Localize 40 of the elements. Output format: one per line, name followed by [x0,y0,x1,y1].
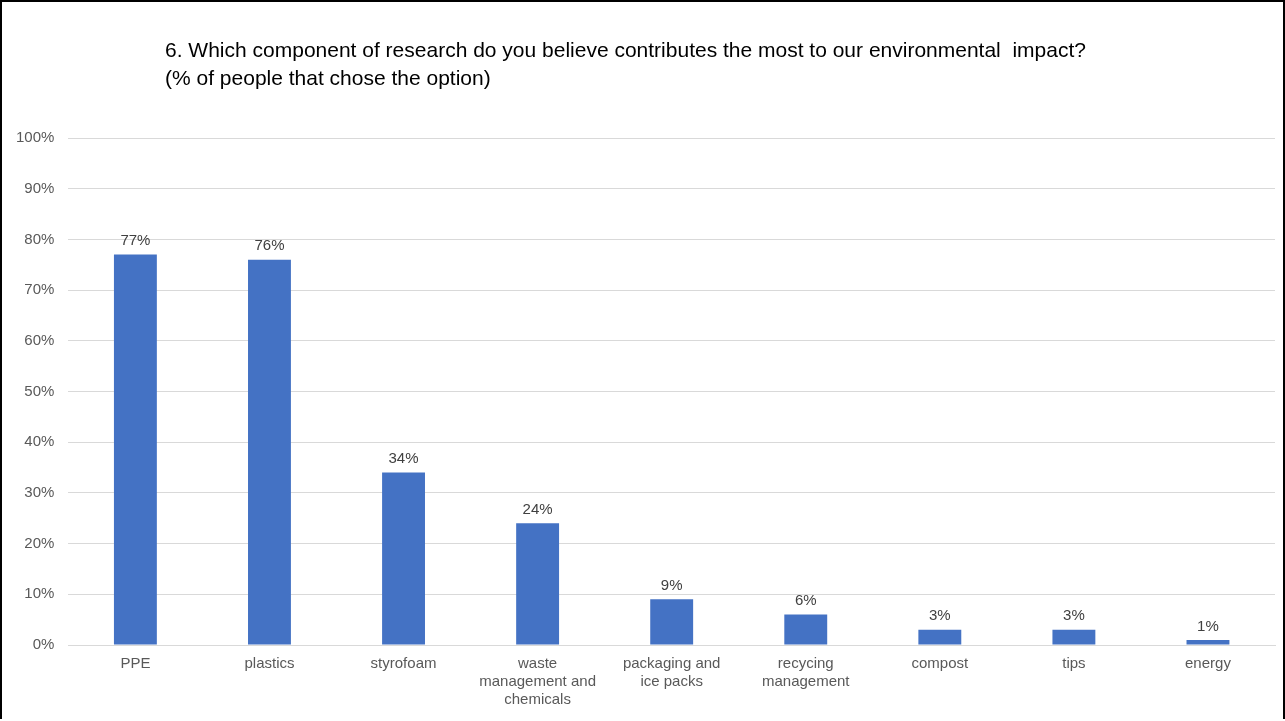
data-label: 3% [1063,606,1085,624]
data-label: 76% [254,236,285,254]
x-tick-label: recycing management [761,654,851,690]
y-tick-label: 80% [24,229,55,247]
y-tick-label: 40% [24,432,55,450]
y-tick-label: 10% [24,584,55,602]
y-tick-label: 30% [24,483,55,501]
data-label: 24% [522,499,553,517]
x-tick-label: packaging and ice packs [622,654,721,690]
data-label: 77% [120,231,151,249]
x-tick-label: styrofoam [370,654,437,672]
y-tick-label: 50% [24,381,55,399]
bar [248,259,291,645]
y-tick-label: 70% [24,280,55,298]
data-label: 3% [928,606,951,624]
bar [784,614,828,645]
data-label: 34% [388,449,419,467]
bar [1052,629,1096,645]
y-tick-label: 20% [24,533,55,551]
y-tick-label: 90% [24,178,55,196]
x-tick-label: plastics [244,654,295,672]
chart-title: 6. Which component of research do you believe contributes the most to our environmental impact? [165,38,1086,62]
bar [382,472,425,645]
bar [1186,639,1230,645]
data-label: 1% [1197,616,1219,634]
bar [918,629,962,645]
y-tick-label: 60% [24,330,55,348]
x-tick-label: PPE [120,654,151,672]
data-label: 6% [794,591,817,609]
y-tick-label: 100% [15,128,55,146]
data-label: 9% [660,576,683,594]
x-tick-label: compost [911,654,969,672]
bar [650,599,694,645]
x-tick-label: waste management and chemicals [479,654,596,708]
x-tick-label: energy [1185,654,1232,672]
bar [113,254,157,645]
x-tick-label: tips [1062,654,1086,672]
y-tick-label: 0% [32,635,55,653]
chart-subtitle: (% of people that chose the option) [165,66,491,90]
bar [516,523,560,645]
